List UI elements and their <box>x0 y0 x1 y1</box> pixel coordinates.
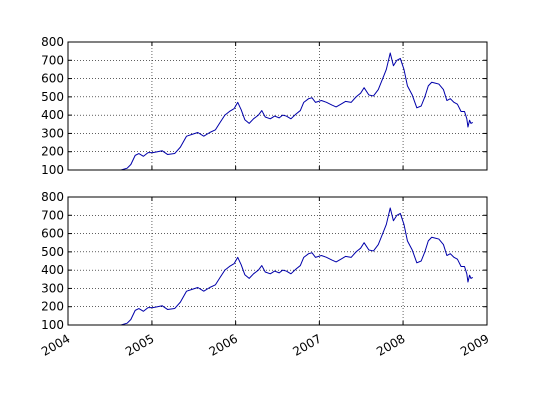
bottom-y-tick-label: 300 <box>41 281 64 295</box>
bottom-plot-frame <box>67 196 488 326</box>
bottom-x-tick-label: 2007 <box>290 331 323 358</box>
bottom-y-tick-label: 400 <box>41 263 64 277</box>
top-y-tick-label: 300 <box>41 126 64 140</box>
bottom-y-tick-label: 200 <box>41 300 64 314</box>
bottom-y-tick-label: 800 <box>41 190 64 204</box>
bottom-x-tick-label: 2006 <box>207 331 240 358</box>
top-line-chart: 100 200 300 400 500 600 700 800 <box>41 35 488 177</box>
top-plot-frame <box>67 41 488 171</box>
top-y-tick-label: 400 <box>41 108 64 122</box>
top-y-tick-label: 700 <box>41 53 64 67</box>
bottom-y-tick-label: 500 <box>41 245 64 259</box>
bottom-series-line <box>120 207 474 326</box>
bottom-y-tick-label: 600 <box>41 227 64 241</box>
top-y-tick-label: 200 <box>41 145 64 159</box>
top-series-line <box>120 52 474 171</box>
bottom-y-tick-label: 100 <box>41 318 64 332</box>
bottom-y-tick-label: 700 <box>41 208 64 222</box>
top-y-tick-label: 800 <box>41 35 64 49</box>
bottom-line-chart: 100 200 300 400 500 600 700 800 2004 2005 2006 2007… <box>39 190 491 359</box>
bottom-x-tick-label: 2005 <box>123 331 156 358</box>
top-y-tick-label: 600 <box>41 72 64 86</box>
bottom-x-tick-label: 2008 <box>374 331 407 358</box>
bottom-x-tick-label: 2009 <box>458 331 491 358</box>
bottom-x-tick-label: 2004 <box>39 331 72 358</box>
top-y-tick-label: 100 <box>41 163 64 177</box>
top-y-tick-label: 500 <box>41 90 64 104</box>
